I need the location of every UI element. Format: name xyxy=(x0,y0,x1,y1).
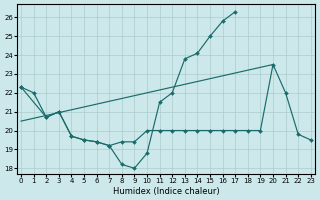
X-axis label: Humidex (Indice chaleur): Humidex (Indice chaleur) xyxy=(113,187,219,196)
